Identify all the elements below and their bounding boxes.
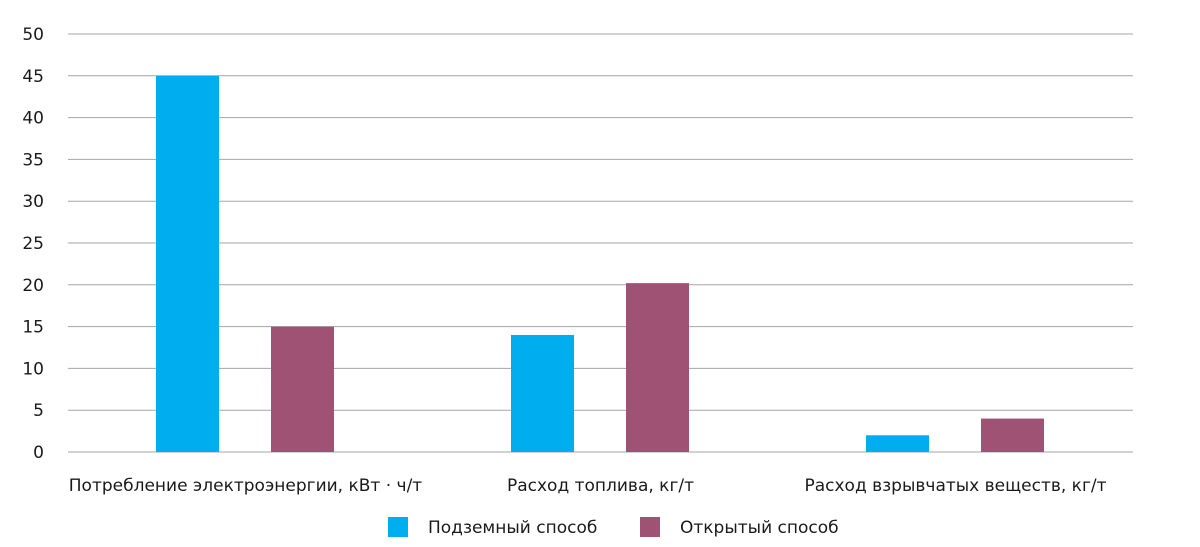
legend-swatch	[388, 517, 408, 537]
y-tick-label: 45	[22, 67, 44, 87]
y-tick-label: 30	[22, 192, 44, 212]
y-tick-label: 50	[22, 25, 44, 45]
bar-underground	[156, 75, 219, 453]
y-axis-tick-labels: 0 5 10 15 20 25 30 35 40 45 50	[22, 25, 44, 463]
y-tick-label: 0	[33, 443, 44, 463]
category-labels: Потребление электроэнергии, кВт · ч/т Рас…	[69, 476, 1107, 496]
legend-swatch	[640, 517, 660, 537]
category-label: Расход взрывчатых веществ, кг/т	[804, 476, 1106, 496]
y-tick-label: 15	[22, 318, 44, 338]
bar-open-pit	[981, 418, 1044, 452]
bar-underground	[511, 334, 574, 452]
bar-open-pit	[626, 283, 689, 452]
legend-label: Открытый способ	[680, 518, 839, 538]
bar-underground	[866, 435, 929, 452]
y-tick-label: 40	[22, 109, 44, 129]
y-tick-label: 10	[22, 359, 44, 379]
y-tick-label: 25	[22, 234, 44, 254]
bars	[156, 75, 1044, 453]
legend: Подземный способ Открытый способ	[388, 517, 839, 538]
gridlines	[68, 33, 1133, 453]
y-tick-label: 35	[22, 150, 44, 170]
category-label: Потребление электроэнергии, кВт · ч/т	[69, 476, 423, 496]
bar-open-pit	[271, 326, 334, 452]
y-tick-label: 20	[22, 276, 44, 296]
legend-label: Подземный способ	[428, 518, 597, 538]
y-tick-label: 5	[33, 401, 44, 421]
category-label: Расход топлива, кг/т	[507, 476, 694, 496]
